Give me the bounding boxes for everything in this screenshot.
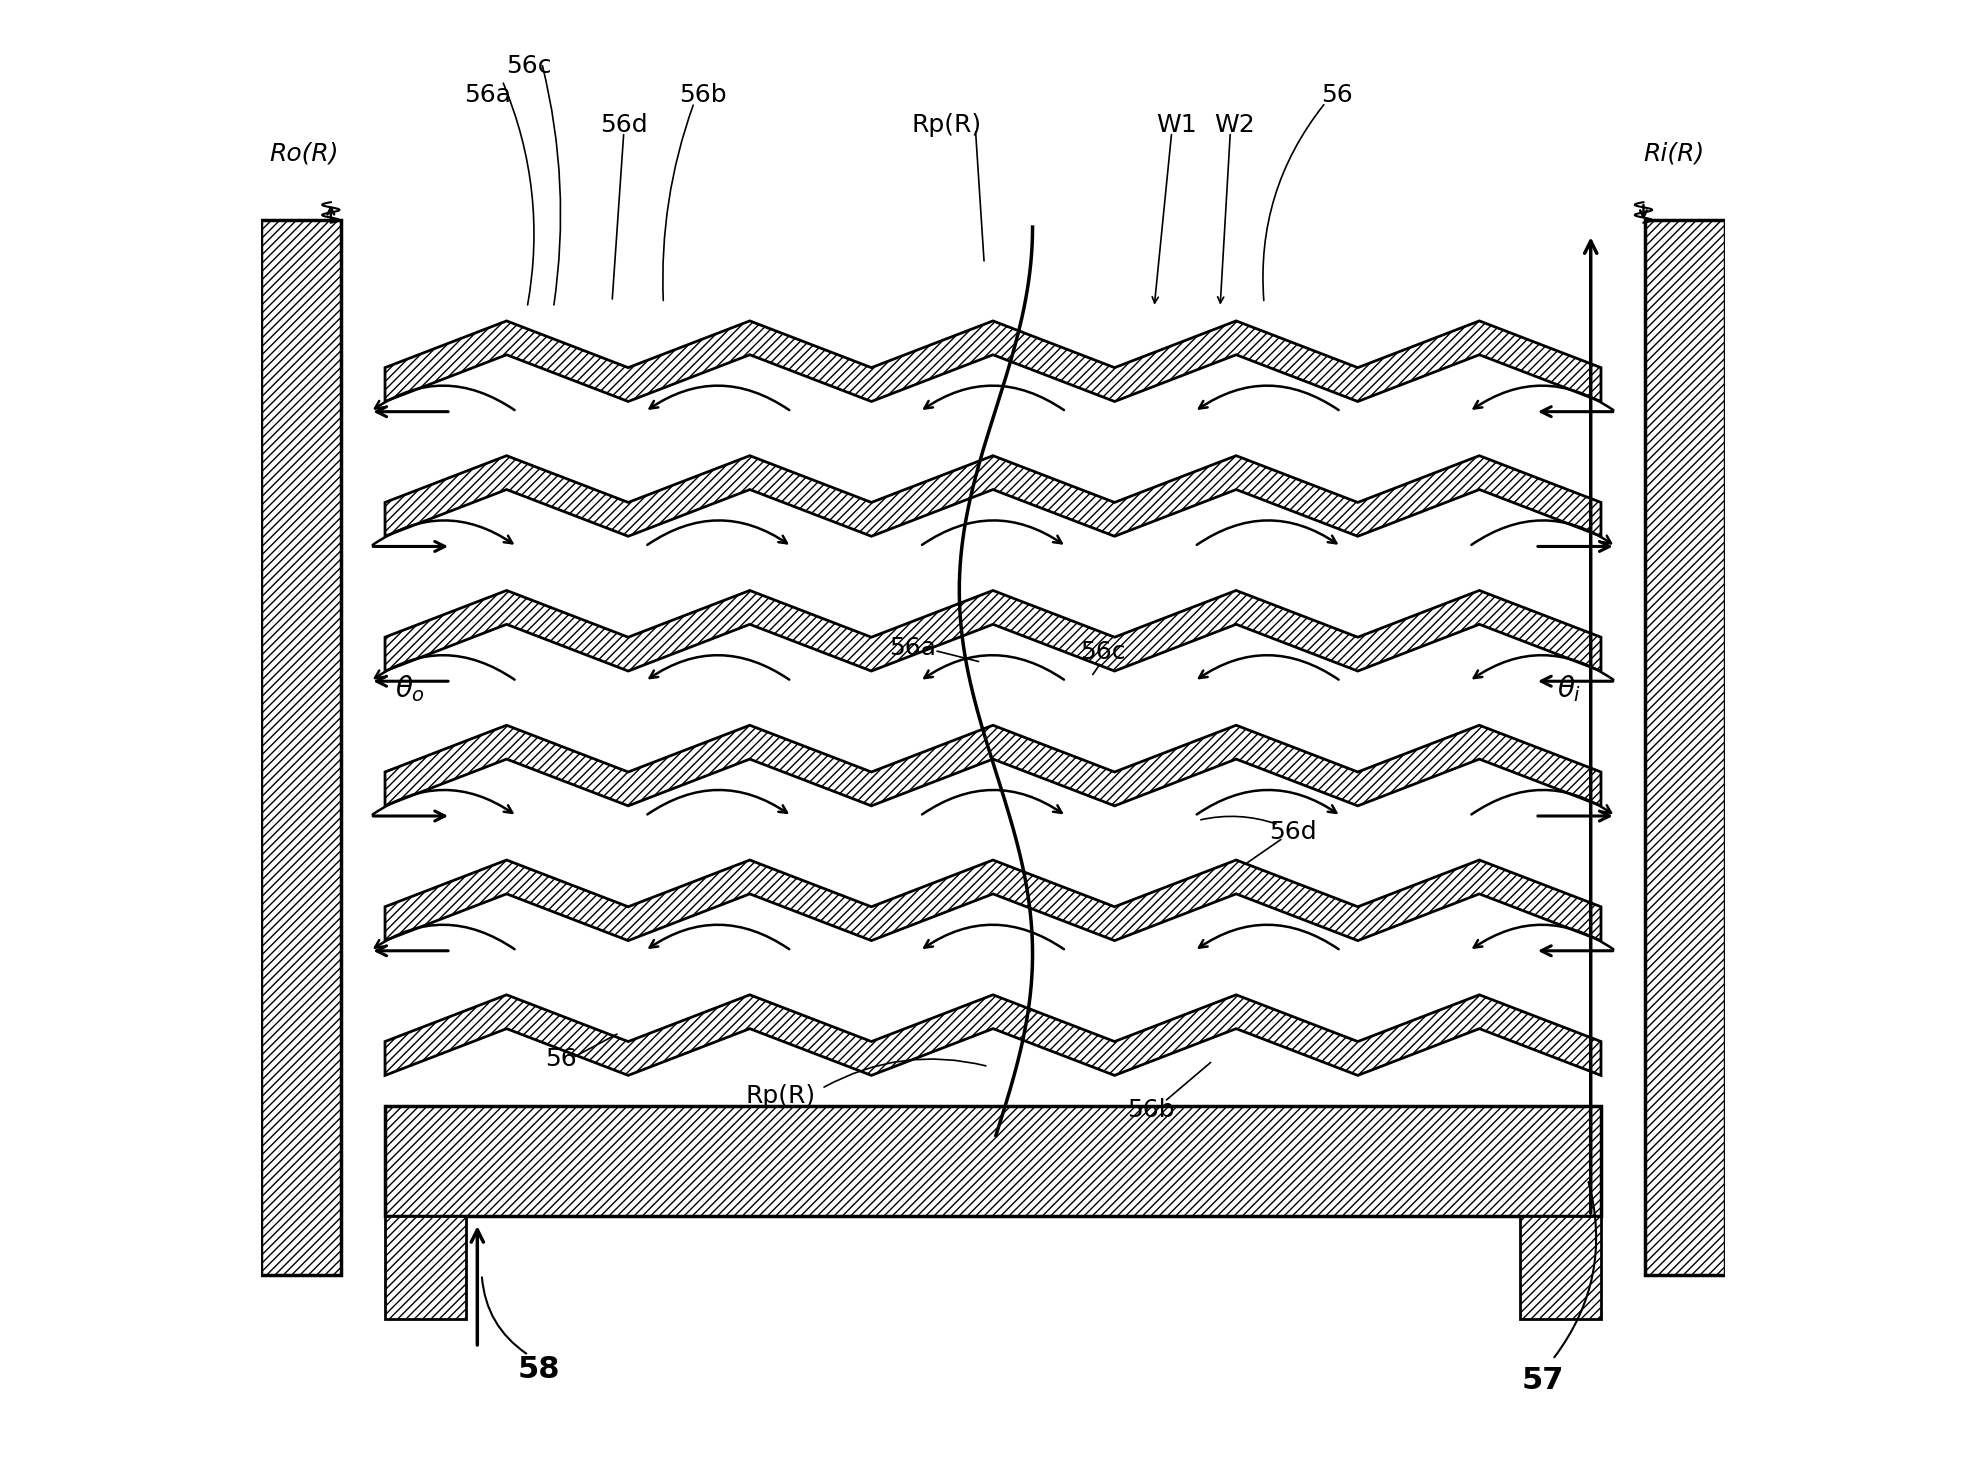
Polygon shape bbox=[385, 590, 1601, 671]
Text: 56b: 56b bbox=[1128, 1099, 1176, 1122]
Polygon shape bbox=[385, 725, 1601, 806]
Polygon shape bbox=[385, 995, 1601, 1075]
Text: Rp(R): Rp(R) bbox=[745, 1084, 816, 1108]
Text: 56d: 56d bbox=[1269, 820, 1317, 844]
Text: 56c: 56c bbox=[1080, 640, 1126, 664]
Bar bbox=[385, 1106, 1601, 1216]
Text: Rp(R): Rp(R) bbox=[912, 113, 981, 136]
Text: $\theta_i$: $\theta_i$ bbox=[1557, 672, 1581, 705]
Text: 56b: 56b bbox=[679, 84, 727, 107]
Text: W1: W1 bbox=[1156, 113, 1196, 136]
Text: 58: 58 bbox=[518, 1355, 560, 1384]
Bar bbox=[1644, 220, 1726, 1275]
Polygon shape bbox=[385, 860, 1601, 941]
Bar bbox=[385, 1216, 465, 1319]
Polygon shape bbox=[385, 456, 1601, 536]
Text: 56a: 56a bbox=[890, 636, 935, 659]
Bar bbox=[260, 220, 342, 1275]
Text: 56: 56 bbox=[1321, 84, 1352, 107]
Text: 57: 57 bbox=[1521, 1365, 1563, 1395]
Text: 56d: 56d bbox=[600, 113, 647, 136]
Polygon shape bbox=[385, 321, 1601, 401]
Text: Ro(R): Ro(R) bbox=[270, 142, 340, 166]
Text: 56a: 56a bbox=[465, 84, 510, 107]
Text: 56: 56 bbox=[544, 1047, 576, 1071]
Text: Ri(R): Ri(R) bbox=[1644, 142, 1704, 166]
Text: W2: W2 bbox=[1213, 113, 1255, 136]
Text: 56c: 56c bbox=[506, 54, 552, 78]
Text: $\theta_o$: $\theta_o$ bbox=[395, 672, 425, 705]
Bar bbox=[1521, 1216, 1601, 1319]
